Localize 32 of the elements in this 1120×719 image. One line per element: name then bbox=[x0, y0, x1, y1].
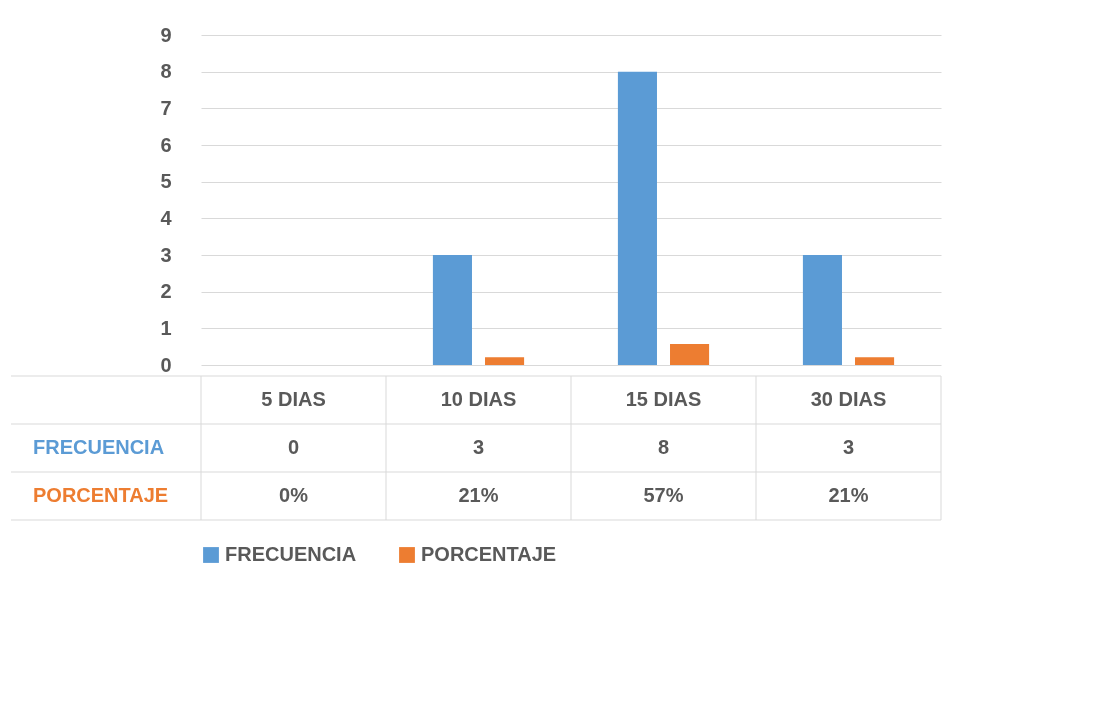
x-tick-label: 10 DIAS bbox=[440, 388, 517, 410]
x-tick-label: 15 DIAS bbox=[625, 388, 702, 410]
y-tick-label: 7 bbox=[160, 96, 172, 119]
data-label: 8 bbox=[657, 436, 670, 458]
bar bbox=[432, 255, 472, 365]
text: FRECUENCIA bbox=[33, 436, 165, 458]
data-label: 3 bbox=[842, 436, 855, 458]
bar bbox=[670, 344, 710, 365]
y-tick-label: 8 bbox=[160, 60, 172, 83]
data-label: 21% bbox=[458, 484, 499, 506]
y-tick-label: 2 bbox=[160, 280, 172, 303]
y-tick-label: 1 bbox=[160, 316, 172, 339]
x-tick-label: 30 DIAS bbox=[810, 388, 887, 410]
y-tick-label: 0 bbox=[160, 353, 172, 376]
text: PORCENTAJE bbox=[33, 484, 169, 506]
y-tick-label: 9 bbox=[160, 23, 172, 46]
data-label: 21% bbox=[828, 484, 869, 506]
y-tick-label: 4 bbox=[160, 206, 173, 229]
data-label: 0% bbox=[279, 484, 309, 506]
data-label: 57% bbox=[643, 484, 684, 506]
y-tick-label: 5 bbox=[160, 170, 172, 193]
x-tick-label: 5 DIAS bbox=[261, 388, 326, 410]
data-label: 3 bbox=[472, 436, 485, 458]
bar bbox=[802, 255, 842, 365]
legend-label: FRECUENCIA bbox=[225, 543, 357, 565]
y-tick-label: 6 bbox=[160, 133, 172, 156]
bar bbox=[485, 357, 525, 365]
y-tick-label: 3 bbox=[160, 243, 172, 266]
bar bbox=[855, 357, 895, 365]
data-label: 0 bbox=[287, 436, 300, 458]
bar bbox=[617, 71, 657, 365]
legend-label: PORCENTAJE bbox=[421, 543, 557, 565]
